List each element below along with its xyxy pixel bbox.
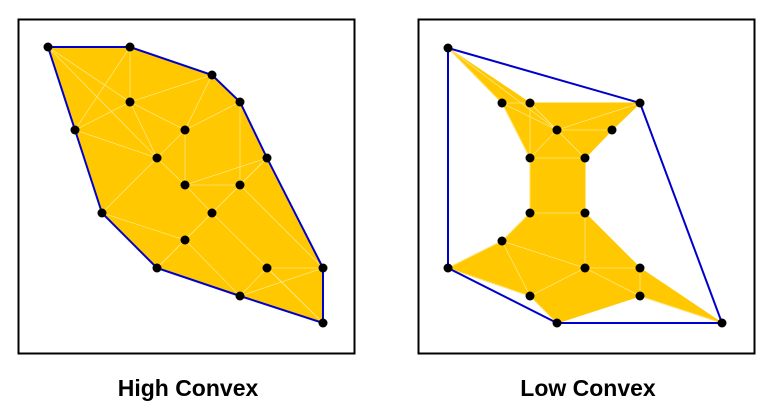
vertex-point	[718, 319, 727, 328]
vertex-point	[636, 264, 645, 273]
vertex-point	[153, 154, 162, 163]
vertex-point	[181, 181, 190, 190]
vertex-point	[236, 181, 245, 190]
high-convex-caption: High Convex	[18, 375, 358, 402]
vertex-point	[581, 209, 590, 218]
vertex-point	[263, 264, 272, 273]
low-convex-caption: Low Convex	[418, 375, 758, 402]
low-convex-triangulation	[448, 48, 722, 323]
vertex-point	[444, 264, 453, 273]
vertex-point	[581, 264, 590, 273]
vertex-point	[526, 292, 535, 301]
vertex-point	[526, 154, 535, 163]
vertex-point	[526, 99, 535, 108]
triangulation-edge	[448, 48, 557, 130]
vertex-point	[153, 264, 162, 273]
vertex-point	[498, 237, 507, 246]
vertex-point	[71, 126, 80, 135]
vertex-point	[208, 71, 217, 80]
low-convex-panel	[419, 20, 755, 354]
vertex-point	[44, 43, 53, 52]
vertex-point	[263, 154, 272, 163]
vertex-point	[636, 99, 645, 108]
vertex-point	[319, 319, 328, 328]
vertex-point	[126, 98, 135, 107]
vertex-point	[636, 292, 645, 301]
vertex-point	[181, 236, 190, 245]
vertex-point	[553, 319, 562, 328]
vertex-point	[236, 98, 245, 107]
vertex-point	[581, 154, 590, 163]
vertex-point	[181, 126, 190, 135]
vertex-point	[444, 44, 453, 53]
vertex-point	[553, 126, 562, 135]
vertex-point	[526, 209, 535, 218]
vertex-point	[208, 209, 217, 218]
high-convex-panel	[19, 20, 355, 354]
vertex-point	[98, 209, 107, 218]
vertex-point	[126, 43, 135, 52]
vertex-point	[498, 99, 507, 108]
vertex-point	[236, 292, 245, 301]
vertex-point	[319, 264, 328, 273]
vertex-point	[608, 126, 617, 135]
